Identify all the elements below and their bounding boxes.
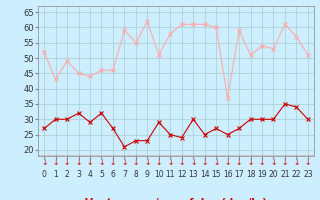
Text: ↓: ↓	[236, 158, 242, 167]
Text: ↓: ↓	[293, 158, 300, 167]
Text: ↓: ↓	[167, 158, 173, 167]
Text: ↓: ↓	[87, 158, 93, 167]
Text: ↓: ↓	[64, 158, 70, 167]
Text: ↓: ↓	[156, 158, 162, 167]
Text: ↓: ↓	[282, 158, 288, 167]
Text: ↓: ↓	[98, 158, 105, 167]
Text: ↓: ↓	[305, 158, 311, 167]
Text: ↓: ↓	[121, 158, 128, 167]
Text: ↓: ↓	[190, 158, 196, 167]
Text: ↓: ↓	[52, 158, 59, 167]
Text: ↓: ↓	[75, 158, 82, 167]
Text: ↓: ↓	[110, 158, 116, 167]
Text: ↓: ↓	[247, 158, 254, 167]
Text: ↓: ↓	[259, 158, 265, 167]
Text: ↓: ↓	[224, 158, 231, 167]
Text: ↓: ↓	[270, 158, 277, 167]
Text: ↓: ↓	[202, 158, 208, 167]
Text: ↓: ↓	[133, 158, 139, 167]
Text: ↓: ↓	[41, 158, 47, 167]
Text: ↓: ↓	[144, 158, 150, 167]
Text: ↓: ↓	[179, 158, 185, 167]
X-axis label: Vent moyen/en rafales ( km/h ): Vent moyen/en rafales ( km/h )	[85, 198, 267, 200]
Text: ↓: ↓	[213, 158, 219, 167]
